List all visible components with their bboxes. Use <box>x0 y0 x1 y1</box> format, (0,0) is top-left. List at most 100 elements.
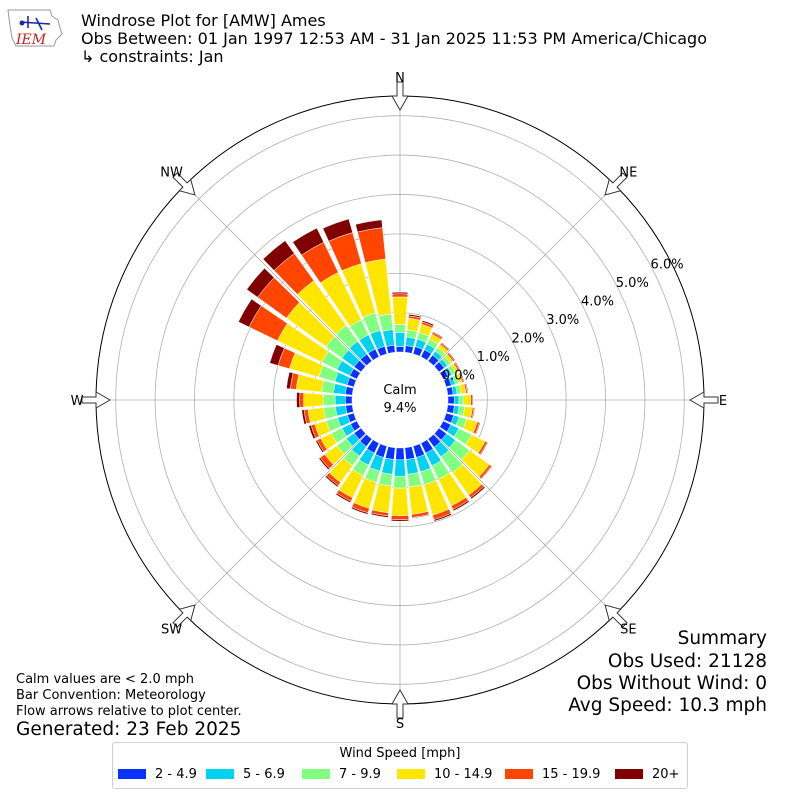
windrose-bar-segment <box>301 409 307 425</box>
windrose-bar-segment <box>335 405 348 417</box>
legend-label: 15 - 19.9 <box>542 767 601 782</box>
windrose-bar-segment <box>470 486 486 500</box>
flow-arrow-icon <box>172 172 196 196</box>
windrose-bar-segment <box>357 227 386 263</box>
arrow-shape <box>391 688 409 719</box>
legend-label: 10 - 14.9 <box>434 767 493 782</box>
obs-between: Obs Between: 01 Jan 1997 12:53 AM - 31 J… <box>81 29 707 48</box>
arrow-shape <box>172 172 196 196</box>
windrose-bar-segment <box>440 342 450 351</box>
flow-arrows-note: Flow arrows relative to plot center. <box>16 704 242 719</box>
windrose-bar-segment <box>390 519 410 522</box>
radial-gridline <box>115 115 685 685</box>
windrose-bar-segment <box>370 512 389 518</box>
windrose-bar-segment <box>315 439 325 454</box>
windrose-bar-segment <box>355 219 383 233</box>
legend: Wind Speed [mph] 2 - 4.9 5 - 6.9 7 - 9.9… <box>112 742 688 789</box>
radial-tick-label: 6.0% <box>651 258 684 273</box>
windrose-bar-segment <box>411 514 430 519</box>
compass-label: NE <box>619 166 637 181</box>
legend-item: 5 - 6.9 <box>206 767 285 783</box>
radial-tick-label: 1.0% <box>477 350 510 365</box>
arrow-shape <box>172 604 196 628</box>
windrose-bar-segment <box>321 380 336 394</box>
windrose-bar-segment <box>334 394 346 406</box>
windrose-bar-segment <box>292 227 325 256</box>
radial-gridline <box>194 194 606 606</box>
windrose-bar-segment <box>322 218 353 242</box>
legend-label: 2 - 4.9 <box>155 767 197 782</box>
compass-labels: N NE E SE S SW W NW <box>71 71 728 732</box>
windrose-bar-segment <box>394 332 406 347</box>
windrose-bar-segment <box>378 472 393 487</box>
chart-title: Windrose Plot for [AMW] Ames <box>81 11 326 30</box>
radial-tick-label: 0.0% <box>442 369 475 384</box>
windrose-bar-segment <box>459 372 465 383</box>
windrose-bar-segment <box>381 457 395 475</box>
constraints: ↳ constraints: Jan <box>81 47 224 66</box>
windrose-bar-segment <box>307 407 326 423</box>
windrose-bar-segment <box>475 422 481 435</box>
compass-label: E <box>719 394 727 409</box>
radial-gridline <box>154 154 646 646</box>
windrose-bar-segment <box>324 475 339 488</box>
windrose-bar-segment <box>465 382 469 394</box>
windrose-bar-segment <box>395 447 405 461</box>
windrose-bar-segment <box>238 298 262 328</box>
legend-item: 7 - 9.9 <box>302 767 381 783</box>
arrow-shape <box>81 391 112 409</box>
flow-arrow-icon <box>688 391 719 409</box>
windrose-bar-segment <box>390 515 410 520</box>
legend-swatch <box>118 768 146 779</box>
legend-label: 20+ <box>652 767 680 782</box>
radial-tick-labels: 0.0%1.0%2.0%3.0%4.0%5.0%6.0% <box>442 258 684 384</box>
windrose-bar-segment <box>322 394 336 406</box>
logo-text: IEM <box>15 32 47 48</box>
summary-title: Summary <box>677 628 767 649</box>
calm-label: Calm <box>383 383 416 398</box>
compass-label: S <box>396 717 404 732</box>
windrose-bar-segment <box>286 371 294 390</box>
flow-arrow-icon <box>391 81 409 112</box>
compass-label: SE <box>620 622 636 637</box>
summary-obs-used: Obs Used: 21128 <box>607 651 767 672</box>
compass-label: W <box>71 394 84 409</box>
legend-label: 5 - 6.9 <box>243 767 285 782</box>
windrose-bar-segment <box>350 506 369 515</box>
radial-tick-label: 4.0% <box>581 295 614 310</box>
bar-convention: Bar Convention: Meteorology <box>16 688 206 703</box>
windrose-bar-segment <box>246 267 275 298</box>
windrose-bars <box>238 218 493 522</box>
windrose-bar-segment <box>394 324 406 333</box>
windrose-bar-segment <box>335 492 352 504</box>
windrose-bar-segment <box>269 344 285 366</box>
windrose-bar-segment <box>407 472 422 488</box>
arrow-shape <box>604 172 628 196</box>
arrow-shape <box>391 81 409 112</box>
windrose-bar-segment <box>394 459 406 477</box>
windrose-bar-segment <box>391 291 409 295</box>
windrose-bar-segment <box>333 383 347 395</box>
calm-percent: 9.4% <box>383 401 416 416</box>
radial-gridline <box>233 233 567 567</box>
legend-title: Wind Speed [mph] <box>339 746 461 761</box>
calm-circle <box>352 352 448 448</box>
angular-gridline <box>433 184 616 367</box>
compass-label: NW <box>160 166 183 181</box>
flow-arrow-icon <box>391 688 409 719</box>
windrose-bar-segment <box>318 457 330 471</box>
windrose-bar-segment <box>404 446 415 460</box>
windrose-bar-segment <box>392 296 408 325</box>
windrose-bar-segment <box>479 441 489 456</box>
legend-item: 2 - 4.9 <box>118 767 197 783</box>
flow-arrow-icon <box>604 172 628 196</box>
iem-logo: IEM <box>7 9 63 48</box>
windrose-bar-segment <box>454 361 461 372</box>
generated-date: Generated: 23 Feb 2025 <box>16 719 242 740</box>
windrose-bar-segment <box>406 317 421 333</box>
windrose-bar-segment <box>345 395 353 405</box>
windrose-bar-segment <box>447 395 455 405</box>
windrose-bar-segment <box>458 395 465 405</box>
legend-swatch <box>397 768 425 779</box>
